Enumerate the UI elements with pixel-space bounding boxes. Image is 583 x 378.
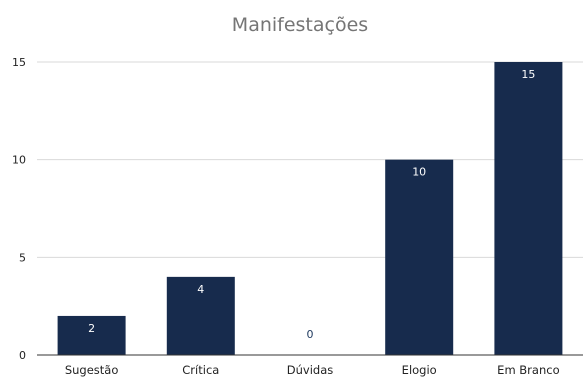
x-category-label: Sugestão	[65, 363, 119, 377]
bar-value-label: 10	[412, 166, 426, 179]
y-tick-label: 15	[12, 56, 26, 69]
y-tick-label: 5	[19, 251, 26, 264]
x-category-label: Em Branco	[497, 363, 559, 377]
y-tick-label: 10	[12, 154, 26, 167]
gridlines	[37, 61, 583, 258]
y-tick-label: 0	[19, 349, 26, 362]
data-labels: 2 4 0 10 15	[88, 68, 535, 341]
chart-title: Manifestações	[232, 14, 368, 36]
y-axis-ticks: 0 5 10 15	[12, 56, 26, 362]
bar	[385, 159, 454, 355]
bar-value-label: 4	[197, 283, 204, 296]
bar-value-label: 2	[88, 322, 95, 335]
x-category-label: Crítica	[182, 363, 219, 377]
bar	[166, 276, 235, 355]
bar-value-label: 15	[521, 68, 535, 81]
bar-value-label: 0	[307, 328, 314, 341]
x-axis-categories: Sugestão Crítica Dúvidas Elogio Em Branco	[65, 363, 560, 377]
x-category-label: Dúvidas	[287, 363, 333, 377]
bar	[57, 315, 126, 355]
bars	[57, 62, 563, 355]
x-category-label: Elogio	[402, 363, 437, 377]
bar	[494, 62, 563, 355]
